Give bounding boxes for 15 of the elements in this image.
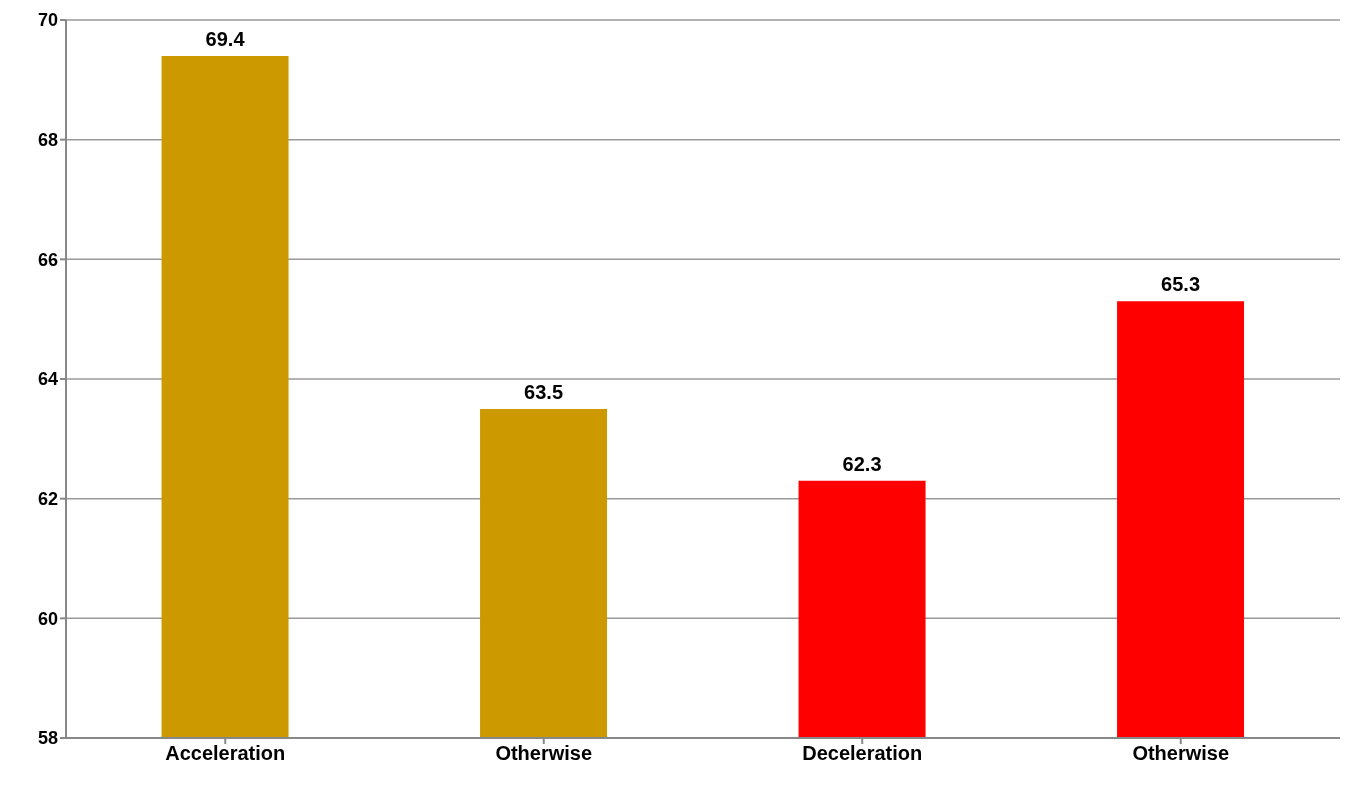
y-tick-label: 58 — [37, 728, 58, 749]
data-label: 62.3 — [842, 452, 882, 475]
data-label: 63.5 — [524, 380, 564, 403]
x-tick-label: Deceleration — [802, 742, 923, 765]
y-tick-label: 60 — [37, 608, 58, 629]
x-tick-label: Otherwise — [1132, 742, 1230, 765]
y-tick-label: 68 — [37, 130, 58, 151]
data-label: 65.3 — [1161, 273, 1201, 296]
y-tick-label: 70 — [37, 10, 58, 31]
y-tick-label: 64 — [37, 369, 58, 390]
x-tick-label: Otherwise — [495, 742, 593, 765]
x-tick-label: Acceleration — [165, 742, 286, 765]
y-tick-label: 66 — [37, 249, 58, 270]
data-label: 69.4 — [205, 27, 246, 50]
y-tick-label: 62 — [37, 489, 58, 510]
